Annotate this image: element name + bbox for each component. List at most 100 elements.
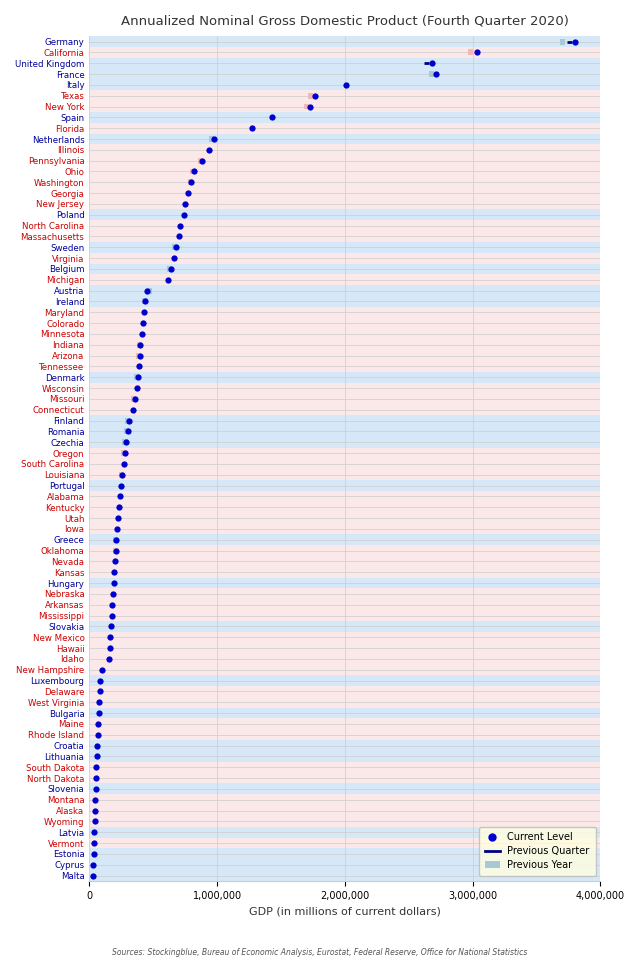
Bar (113, 547, 118, 554)
Bar (89, 588, 600, 599)
Bar (89, 675, 600, 686)
Bar (188, 180, 193, 185)
Bar (89, 340, 600, 350)
Bar (89, 827, 600, 837)
Bar (89, 718, 600, 730)
Bar (89, 773, 600, 783)
Bar (89, 209, 600, 220)
Bar (89, 231, 600, 242)
Bar (89, 361, 600, 372)
Bar (89, 849, 600, 859)
Bar (89, 199, 600, 209)
Bar (89, 491, 600, 502)
Bar (89, 535, 600, 545)
Bar (89, 459, 600, 469)
Bar (89, 751, 600, 762)
Bar (166, 266, 172, 272)
Bar (89, 394, 600, 404)
Bar (141, 299, 147, 304)
Bar (89, 36, 600, 47)
Bar (137, 342, 142, 348)
Bar (113, 537, 118, 542)
Bar (89, 123, 600, 133)
Bar (304, 104, 309, 109)
Bar (559, 38, 564, 44)
Bar (89, 664, 600, 675)
Bar (89, 383, 600, 394)
Bar (136, 352, 141, 359)
Bar (131, 396, 136, 402)
Bar (89, 68, 600, 80)
Bar (89, 578, 600, 588)
Bar (89, 469, 600, 480)
Bar (89, 264, 600, 275)
Bar (308, 93, 313, 99)
Bar (89, 144, 600, 156)
Bar (89, 404, 600, 415)
Bar (89, 166, 600, 177)
Bar (89, 275, 600, 285)
Bar (89, 642, 600, 654)
Bar (124, 428, 129, 435)
Bar (89, 566, 600, 578)
Bar (89, 252, 600, 264)
Bar (89, 783, 600, 794)
Bar (89, 697, 600, 708)
Legend: Current Level, Previous Quarter, Previous Year: Current Level, Previous Quarter, Previou… (479, 827, 596, 876)
Bar (89, 523, 600, 535)
Bar (89, 415, 600, 426)
Bar (89, 740, 600, 751)
Bar (89, 708, 600, 718)
Bar (89, 285, 600, 296)
Bar (89, 220, 600, 231)
Bar (119, 471, 124, 478)
Bar (89, 621, 600, 632)
Bar (198, 157, 203, 163)
Bar (89, 90, 600, 101)
Bar (122, 450, 127, 456)
Bar (89, 599, 600, 611)
Bar (89, 632, 600, 642)
X-axis label: GDP (in millions of current dollars): GDP (in millions of current dollars) (249, 906, 441, 916)
Bar (89, 426, 600, 437)
Bar (89, 133, 600, 144)
Bar (89, 188, 600, 199)
Bar (89, 156, 600, 166)
Bar (89, 480, 600, 491)
Bar (89, 437, 600, 447)
Bar (89, 318, 600, 328)
Bar (89, 177, 600, 188)
Bar (89, 513, 600, 523)
Bar (89, 502, 600, 513)
Bar (89, 686, 600, 697)
Bar (190, 169, 195, 175)
Bar (89, 47, 600, 58)
Bar (89, 112, 600, 123)
Bar (89, 611, 600, 621)
Bar (89, 730, 600, 740)
Bar (89, 372, 600, 383)
Bar (89, 556, 600, 566)
Bar (89, 545, 600, 556)
Bar (429, 71, 435, 77)
Bar (89, 805, 600, 816)
Bar (89, 859, 600, 870)
Bar (147, 288, 152, 294)
Bar (89, 296, 600, 307)
Bar (89, 307, 600, 318)
Bar (89, 762, 600, 773)
Bar (89, 101, 600, 112)
Bar (89, 350, 600, 361)
Bar (125, 418, 130, 423)
Bar (122, 440, 127, 445)
Bar (89, 242, 600, 252)
Bar (89, 328, 600, 340)
Bar (89, 447, 600, 459)
Bar (134, 374, 139, 380)
Bar (468, 49, 472, 56)
Bar (89, 837, 600, 849)
Bar (172, 245, 177, 251)
Bar (89, 654, 600, 664)
Bar (89, 816, 600, 827)
Text: Sources: Stockingblue, Bureau of Economic Analysis, Eurostat, Federal Reserve, O: Sources: Stockingblue, Bureau of Economi… (112, 948, 528, 957)
